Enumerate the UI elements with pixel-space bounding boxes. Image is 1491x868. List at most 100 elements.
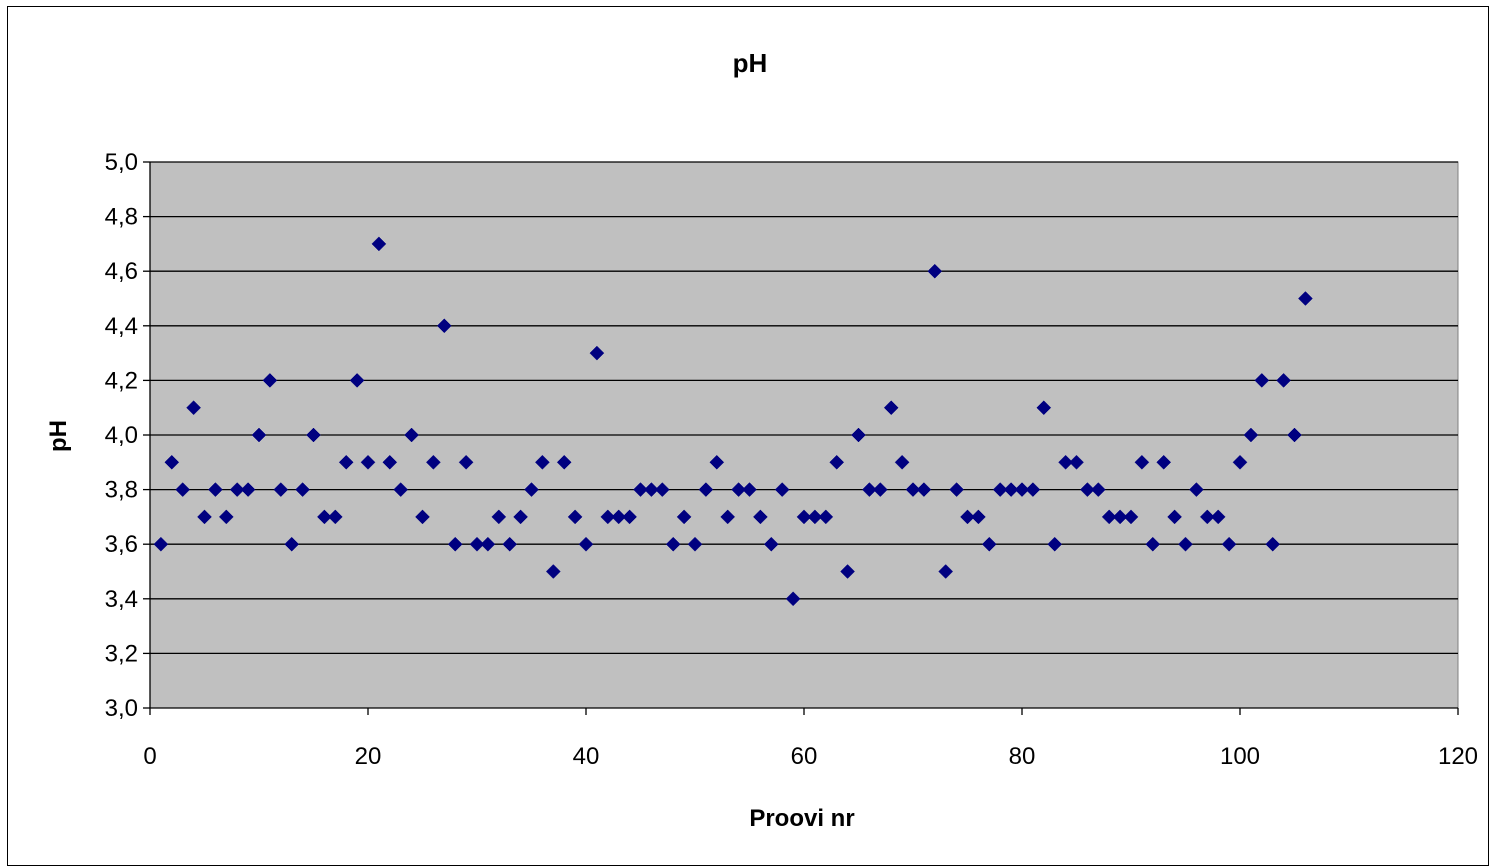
data-point [1090, 482, 1106, 497]
data-point [197, 509, 212, 525]
data-point [589, 345, 605, 361]
data-point [1069, 454, 1084, 470]
x-tick-label: 40 [573, 743, 600, 770]
data-point [927, 263, 943, 279]
data-point [1178, 536, 1193, 552]
y-axis-title: pH [45, 420, 72, 452]
data-point [1265, 536, 1281, 552]
x-tick-label: 80 [1009, 743, 1036, 770]
data-point [556, 454, 572, 470]
y-tick-label: 4,0 [105, 422, 138, 449]
data-point [284, 536, 300, 552]
data-point [1101, 509, 1117, 525]
data-point [229, 482, 245, 497]
data-point [829, 454, 845, 470]
data-point [1199, 509, 1215, 525]
data-point [349, 373, 365, 388]
data-point [1003, 482, 1019, 497]
y-tick-label: 4,4 [105, 313, 138, 340]
data-point [622, 509, 637, 525]
data-point [763, 536, 779, 552]
data-point [851, 427, 866, 443]
data-point [981, 536, 997, 552]
data-point [208, 482, 223, 497]
data-point [894, 454, 910, 470]
data-point [1134, 454, 1150, 470]
x-tick-label: 120 [1438, 743, 1478, 770]
y-tick-label: 4,6 [105, 258, 138, 285]
data-point [611, 509, 627, 525]
data-point [1047, 536, 1063, 552]
data-point [687, 536, 703, 552]
data-point [513, 509, 528, 525]
data-point [731, 482, 746, 497]
data-point [262, 373, 278, 388]
y-tick-label: 3,0 [105, 695, 138, 722]
data-point [240, 482, 256, 497]
y-tick-label: 3,4 [105, 586, 138, 613]
data-point [578, 536, 594, 552]
data-point [338, 454, 354, 470]
data-point [175, 482, 191, 497]
data-point [360, 454, 376, 470]
data-point [1058, 454, 1073, 470]
data-point [883, 400, 899, 416]
data-point [436, 318, 452, 334]
data-point [1145, 536, 1161, 552]
data-point [447, 536, 463, 552]
data-point [415, 509, 430, 525]
data-point [872, 482, 888, 497]
data-point [785, 591, 801, 607]
x-axis-title: Proovi nr [749, 805, 854, 832]
x-tick-label: 60 [791, 743, 818, 770]
data-point [1298, 291, 1313, 306]
axes [143, 161, 1459, 715]
data-point [1189, 482, 1204, 497]
data-point [665, 536, 681, 552]
data-point [1232, 454, 1248, 470]
y-tick-labels: 3,0 3,2 3,4 3,6 3,8 4,0 4,2 4,4 4,6 4,8 5,0 [105, 149, 138, 722]
data-point [371, 236, 387, 252]
data-point [545, 564, 561, 579]
data-point [774, 482, 790, 497]
data-point [971, 509, 986, 525]
data-point [317, 509, 332, 525]
data-point [404, 427, 419, 443]
data-point [654, 482, 670, 497]
data-point [1287, 427, 1302, 443]
data-point [720, 509, 736, 525]
data-point [393, 482, 409, 497]
data-point [273, 482, 289, 497]
data-point [1276, 373, 1291, 388]
data-point [295, 482, 310, 497]
data-point [960, 509, 975, 525]
data-point [938, 564, 954, 579]
gridlines [150, 161, 1458, 655]
data-points [153, 236, 1313, 607]
data-point [949, 482, 964, 497]
y-tick-label: 4,8 [105, 204, 138, 231]
data-point [1167, 509, 1182, 525]
data-point [1014, 482, 1030, 497]
data-point [426, 454, 441, 470]
data-point [164, 454, 180, 470]
data-point [1156, 454, 1172, 470]
data-point [633, 482, 648, 497]
data-point [992, 482, 1008, 497]
data-point [1036, 400, 1052, 416]
data-point [676, 509, 692, 525]
data-point [186, 400, 201, 416]
data-point [458, 454, 474, 470]
data-point [567, 509, 583, 525]
data-point [524, 482, 539, 497]
data-point [1254, 373, 1270, 388]
data-point [698, 482, 714, 497]
x-tick-label: 0 [143, 743, 156, 770]
data-point [480, 536, 496, 552]
data-point [818, 509, 834, 525]
data-point [1243, 427, 1259, 443]
data-point [469, 536, 485, 552]
data-point [862, 482, 877, 497]
data-point [840, 564, 855, 579]
